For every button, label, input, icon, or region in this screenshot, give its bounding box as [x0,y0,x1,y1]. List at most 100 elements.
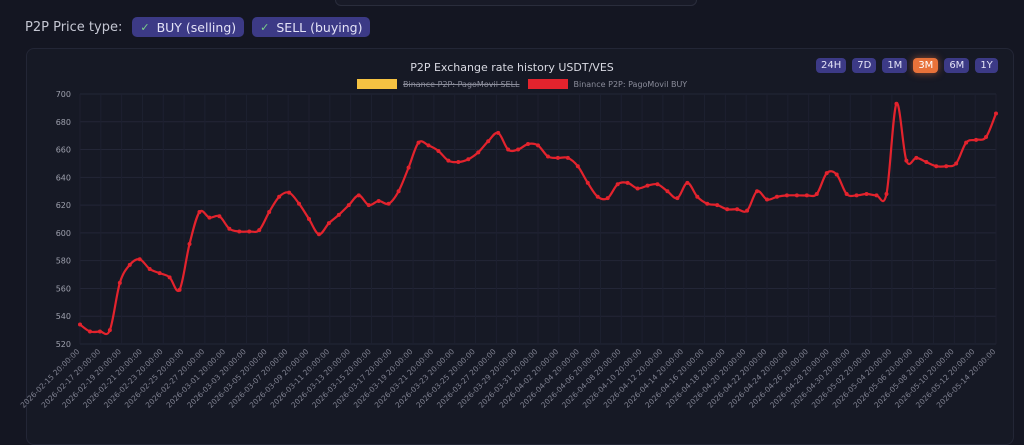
data-point [705,201,710,206]
data-point [386,201,391,206]
data-point [774,194,779,199]
data-point [366,203,371,208]
data-point [914,155,919,160]
time-range-selector: 24H 7D 1M 3M 6M 1Y [816,58,998,73]
data-point [804,193,809,198]
data-point [287,190,292,195]
price-type-filters: P2P Price type: ✓ BUY (selling) ✓ SELL (… [25,17,371,37]
data-point [177,287,182,292]
range-button-24h[interactable]: 24H [816,58,847,73]
legend-label-sell: Binance P2P: PagoMovil SELL [403,79,520,89]
y-tick-label: 640 [56,173,71,182]
data-point [864,192,869,196]
data-point [87,329,92,334]
data-point [794,193,799,198]
data-point [725,207,730,212]
data-point [506,147,511,152]
data-point [456,160,461,165]
data-point [555,155,560,160]
data-point [167,275,172,280]
data-point [446,158,451,163]
data-point [755,189,760,194]
y-tick-label: 660 [56,146,71,155]
data-point [97,329,102,334]
range-button-6m[interactable]: 6M [944,58,970,73]
data-point [297,201,302,206]
data-point [715,203,720,208]
data-point [217,214,222,219]
data-point [117,280,122,285]
data-point [824,171,829,176]
data-point [595,194,600,199]
range-button-1y[interactable]: 1Y [975,58,998,73]
data-point [575,164,580,169]
data-point [247,229,252,234]
y-tick-label: 520 [56,340,71,349]
sell-buying-toggle[interactable]: ✓ SELL (buying) [252,17,371,37]
data-point [924,160,929,165]
data-point [874,193,879,198]
range-button-7d[interactable]: 7D [852,58,877,73]
data-point [695,194,700,199]
data-point [316,232,321,237]
data-point [197,210,202,215]
data-point [974,137,979,142]
range-button-1m[interactable]: 1M [882,58,908,73]
data-point [784,193,789,198]
data-point [267,210,272,215]
y-tick-label: 580 [56,257,71,266]
data-point [147,267,152,271]
data-point [207,215,212,220]
buy-selling-label: BUY (selling) [156,19,237,35]
y-tick-label: 540 [56,312,71,321]
y-tick-label: 620 [56,201,71,210]
data-point [675,196,680,201]
check-icon: ✓ [260,20,270,34]
data-point [277,194,282,199]
chart-title: P2P Exchange rate history USDT/VES [410,61,614,74]
data-point [685,180,690,185]
data-point [944,164,949,169]
data-point [396,189,401,194]
data-point [436,148,441,153]
data-point [257,228,262,233]
sell-buying-label: SELL (buying) [276,19,363,35]
check-icon: ✓ [140,20,150,34]
data-point [994,111,998,116]
data-point [854,193,859,198]
data-point [187,242,192,246]
data-point [476,150,481,155]
price-type-label: P2P Price type: [25,19,123,35]
data-point [426,143,431,148]
y-tick-label: 600 [56,229,71,238]
data-point [964,140,969,145]
legend-swatch-sell [357,79,397,89]
data-point [655,182,660,187]
data-point [954,161,959,166]
range-button-3m[interactable]: 3M [913,58,939,73]
data-point [934,164,939,169]
data-point [585,180,590,185]
buy-selling-toggle[interactable]: ✓ BUY (selling) [132,17,245,37]
chart-panel [26,48,1014,445]
data-point [536,143,540,148]
data-point [307,217,311,221]
data-point [227,226,232,231]
data-point [137,257,142,262]
y-tick-label: 560 [56,284,71,293]
data-point [127,262,132,267]
data-point [157,271,162,276]
data-point [406,165,411,170]
data-point [645,183,650,188]
y-tick-label: 680 [56,118,71,127]
legend-item-sell[interactable]: Binance P2P: PagoMovil SELL [357,79,520,89]
y-tick-label: 700 [56,90,71,99]
legend-item-buy[interactable]: Binance P2P: PagoMovil BUY [527,79,688,89]
legend-swatch-buy [527,79,568,89]
data-point [107,328,112,333]
chart-legend: Binance P2P: PagoMovil SELL Binance P2P:… [357,79,695,89]
data-point [904,158,909,163]
data-point [625,180,630,185]
legend-label-buy: Binance P2P: PagoMovil BUY [573,79,688,89]
